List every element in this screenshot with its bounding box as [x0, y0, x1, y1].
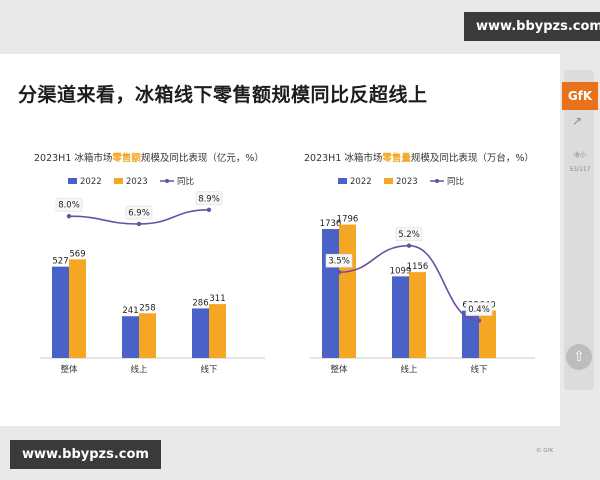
legend-swatch-2023 — [384, 178, 393, 184]
category-label-线下: 线下 — [470, 364, 488, 375]
chart-2-retail-volume: 20222023同比17361796整体10991156线上638640线下3.… — [310, 176, 535, 375]
legend-marker-yoy — [435, 179, 439, 183]
bar-label-2023-整体: 569 — [69, 249, 85, 259]
bar-2022-线上 — [122, 316, 139, 358]
page-indicator: 53/117 — [569, 166, 591, 173]
bar-2023-线下 — [209, 304, 226, 358]
gfk-logo: GfK — [562, 82, 598, 110]
yoy-point-线上 — [136, 221, 142, 227]
bar-2022-线上 — [392, 276, 409, 358]
share-icon[interactable]: ↗ — [572, 114, 583, 128]
bar-2023-整体 — [69, 259, 86, 358]
bar-2022-线下 — [462, 310, 479, 358]
bar-2023-线下 — [479, 310, 496, 358]
yoy-label-box-整体 — [325, 253, 353, 268]
legend-swatch-2023 — [114, 178, 123, 184]
yoy-label-box-线上 — [125, 205, 153, 220]
yoy-point-线下 — [476, 318, 482, 323]
yoy-point-整体 — [336, 270, 342, 275]
category-label-整体: 整体 — [60, 364, 78, 375]
legend-marker-yoy — [165, 179, 169, 183]
slide-title: 分渠道来看，冰箱线下零售额规模同比反超线上 — [18, 84, 428, 106]
yoy-label-线下: 0.4% — [468, 305, 490, 315]
legend-label-2022: 2022 — [80, 177, 102, 187]
bar-label-2023-整体: 1796 — [337, 215, 359, 225]
legend-swatch-2022 — [68, 178, 77, 184]
yoy-line — [338, 244, 480, 322]
bar-label-2023-线下: 311 — [209, 294, 225, 304]
yoy-label-box-线下 — [195, 191, 223, 206]
bar-label-2022-线上: 1099 — [390, 266, 412, 276]
yoy-label-整体: 8.0% — [58, 201, 80, 211]
yoy-point-整体 — [66, 213, 72, 219]
source-label: © GfK — [536, 448, 554, 454]
bar-2022-线下 — [192, 308, 209, 358]
chart-2-title: 2023H1 冰箱市场零售量规模及同比表现（万台，%） — [304, 153, 534, 164]
category-label-整体: 整体 — [330, 364, 348, 375]
side-toolbar — [564, 70, 594, 390]
yoy-point-线上 — [406, 243, 412, 248]
bar-label-2023-线上: 258 — [139, 303, 155, 313]
watermark-top: www.bbypzs.com — [464, 12, 600, 41]
bar-label-2022-整体: 1736 — [320, 219, 342, 229]
bar-2022-整体 — [322, 229, 339, 358]
bar-label-2022-线上: 241 — [122, 306, 138, 316]
collect-label[interactable]: 收小 — [573, 152, 586, 159]
category-label-线上: 线上 — [130, 364, 148, 375]
yoy-label-box-线下 — [465, 302, 493, 316]
legend-label-2022: 2022 — [350, 177, 372, 187]
legend-label-2023: 2023 — [396, 177, 418, 187]
legend-label-2023: 2023 — [126, 177, 148, 187]
legend-label-yoy: 同比 — [177, 176, 194, 187]
bar-2023-整体 — [339, 224, 356, 358]
legend-label-yoy: 同比 — [447, 176, 464, 187]
arrow-up-icon: ⇧ — [573, 349, 585, 365]
bar-label-2023-线上: 1156 — [407, 262, 429, 272]
bar-label-2022-整体: 527 — [52, 257, 68, 267]
category-label-线上: 线上 — [400, 364, 418, 375]
yoy-point-线下 — [206, 207, 212, 212]
scroll-top-button[interactable]: ⇧ — [566, 344, 592, 370]
bar-2023-线上 — [139, 313, 156, 358]
yoy-label-线上: 5.2% — [398, 230, 420, 240]
bar-2023-线上 — [409, 272, 426, 358]
chart-1-title: 2023H1 冰箱市场零售额规模及同比表现（亿元，%） — [34, 153, 264, 164]
yoy-label-整体: 3.5% — [328, 257, 350, 267]
yoy-label-box-整体 — [55, 197, 83, 212]
yoy-label-box-线上 — [395, 227, 423, 241]
bar-label-2022-线下: 286 — [192, 298, 208, 308]
yoy-label-线上: 6.9% — [128, 208, 150, 218]
category-label-线下: 线下 — [200, 364, 218, 375]
legend-swatch-2022 — [338, 178, 347, 184]
report-slide: 分渠道来看，冰箱线下零售额规模同比反超线上 2023H1 冰箱市场零售额规模及同… — [0, 54, 560, 454]
bar-2022-整体 — [52, 266, 69, 358]
yoy-label-线下: 8.9% — [198, 194, 220, 204]
watermark-bottom: www.bbypzs.com — [10, 440, 161, 469]
